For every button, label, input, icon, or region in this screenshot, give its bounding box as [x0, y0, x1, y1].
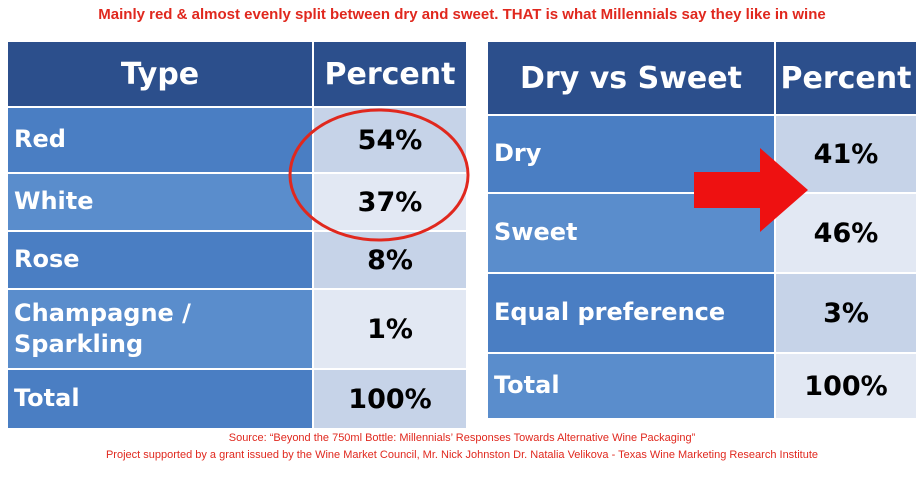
row-value-total: 100% [774, 352, 918, 420]
row-value-champagne: 1% [312, 288, 468, 370]
row-value-sweet: 46% [774, 192, 918, 274]
row-label-rose: Rose [6, 230, 314, 290]
dry-sweet-table: Dry vs Sweet Percent Dry 41% Sweet 46% E… [486, 40, 918, 420]
table-row: Champagne / Sparkling 1% [6, 288, 468, 370]
table-row: Total 100% [6, 368, 468, 430]
column-header-percent: Percent [774, 40, 918, 116]
source-citation: Source: “Beyond the 750ml Bottle: Millen… [228, 432, 696, 444]
column-header-percent: Percent [312, 40, 468, 108]
row-label-champagne: Champagne / Sparkling [6, 288, 314, 370]
column-header-dry-vs-sweet: Dry vs Sweet [486, 40, 776, 116]
table-row: Sweet 46% [486, 192, 918, 274]
row-label-red: Red [6, 106, 314, 174]
row-value-dry: 41% [774, 114, 918, 194]
row-label-equal-preference: Equal preference [486, 272, 776, 354]
table-row: Equal preference 3% [486, 272, 918, 354]
table-row: Rose 8% [6, 230, 468, 290]
row-value-rose: 8% [312, 230, 468, 290]
table-header-row: Dry vs Sweet Percent [486, 40, 918, 116]
table-row: Red 54% [6, 106, 468, 174]
highlight-circle [288, 108, 470, 242]
row-value-total: 100% [312, 368, 468, 430]
grant-credit: Project supported by a grant issued by t… [105, 449, 819, 461]
row-label-total: Total [486, 352, 776, 420]
row-label-total: Total [6, 368, 314, 430]
highlight-arrow [694, 148, 808, 232]
table-row: Total 100% [486, 352, 918, 420]
headline: Mainly red & almost evenly split between… [98, 6, 826, 23]
table-header-row: Type Percent [6, 40, 468, 108]
row-label-white: White [6, 172, 314, 232]
column-header-type: Type [6, 40, 314, 108]
row-value-equal-preference: 3% [774, 272, 918, 354]
wine-type-table: Type Percent Red 54% White 37% Rose 8% C… [6, 40, 468, 430]
